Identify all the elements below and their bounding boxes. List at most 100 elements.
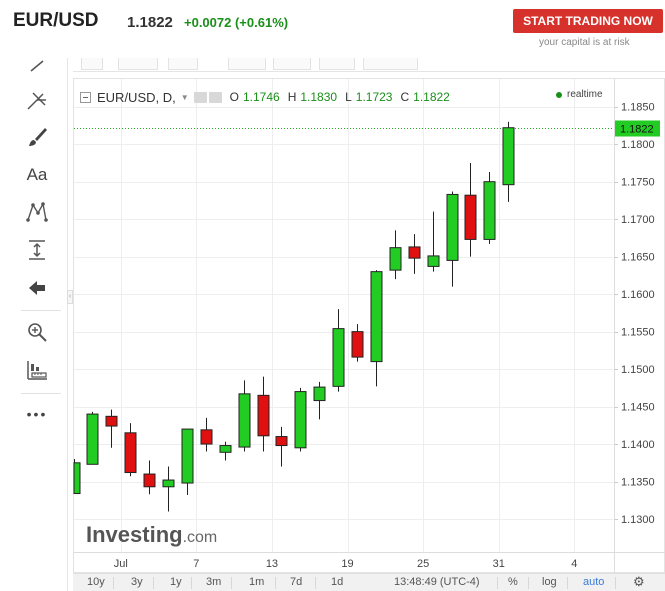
range-10y[interactable]: 10y [87, 576, 105, 588]
candle [502, 121, 515, 202]
candle [275, 426, 288, 467]
chevron-down-icon[interactable]: ▼ [180, 92, 189, 102]
collapse-toolbar-handle[interactable]: ‹ [67, 290, 73, 304]
candle [238, 380, 251, 452]
candle-body [351, 331, 364, 358]
toolbar-button[interactable] [319, 58, 355, 70]
toolbar-button[interactable] [118, 58, 158, 70]
collapse-legend-icon[interactable] [80, 91, 91, 103]
remove-drawings-tool[interactable] [13, 274, 61, 302]
y-tick-label: 1.1400 [621, 439, 655, 451]
last-price-tag-label: 1.1822 [620, 124, 654, 136]
candle-body [257, 394, 270, 437]
candle-body [143, 473, 156, 488]
toolbar-button[interactable] [168, 58, 198, 70]
settings-icon[interactable] [193, 91, 207, 103]
candle [313, 381, 326, 420]
candle [408, 234, 421, 274]
x-tick-label: 13 [266, 558, 278, 570]
pattern-icon [26, 201, 48, 222]
instrument-symbol: EUR/USD [13, 10, 99, 31]
open-label: O [229, 90, 239, 104]
clock: 13:48:49 (UTC-4) [394, 576, 480, 588]
brush-icon [29, 128, 47, 146]
log-scale-toggle[interactable]: log [542, 576, 557, 588]
gear-icon[interactable]: ⚙ [633, 574, 645, 589]
percent-scale-toggle[interactable]: % [508, 576, 518, 588]
chart-toolbar [73, 58, 665, 72]
chart-legend: EUR/USD, D, ▼ O 1.1746 H 1.1830 L 1.1723… [80, 88, 450, 106]
candle [294, 387, 307, 452]
y-tick-label: 1.1500 [621, 364, 655, 376]
line-tool-icon [30, 60, 44, 72]
x-tick-label: 31 [493, 558, 505, 570]
realtime-dot-icon [556, 91, 562, 98]
candle-body [389, 247, 402, 271]
measure-icon [29, 240, 45, 260]
investing-watermark: Investing.com [86, 522, 217, 547]
candle [483, 171, 496, 244]
legend-symbol: EUR/USD, D, [97, 89, 176, 105]
text-tool[interactable]: Aa [13, 161, 61, 189]
candle [389, 230, 402, 280]
visibility-icon[interactable] [208, 91, 222, 103]
candle-body [73, 462, 81, 495]
range-1d[interactable]: 1d [331, 576, 344, 588]
candle [200, 417, 213, 452]
realtime-label: realtime [567, 89, 603, 100]
toolbar-button[interactable] [363, 58, 418, 70]
start-trading-button[interactable]: START TRADING NOW [513, 9, 663, 33]
auto-scale-toggle[interactable]: auto [583, 576, 605, 588]
candle [464, 162, 477, 257]
candle-body [427, 255, 440, 267]
candle [427, 211, 440, 272]
toolbar-button[interactable] [81, 58, 103, 70]
candle [446, 191, 459, 287]
range-1y[interactable]: 1y [170, 576, 182, 588]
line-tool[interactable] [13, 52, 61, 80]
y-tick-label: 1.1600 [621, 289, 655, 301]
candle-body [332, 328, 345, 387]
y-tick-label: 1.1450 [621, 402, 655, 414]
candle-body [105, 415, 118, 427]
low-label: L [345, 90, 352, 104]
candle-body [181, 428, 194, 484]
candle [257, 376, 270, 452]
toolbar-button[interactable] [273, 58, 311, 70]
ruler-tool[interactable] [13, 356, 61, 384]
candle [124, 423, 137, 477]
zoom-tool[interactable] [13, 318, 61, 346]
range-1m[interactable]: 1m [249, 576, 265, 588]
range-7d[interactable]: 7d [290, 576, 303, 588]
candle [162, 466, 175, 512]
x-tick-label: 7 [193, 558, 199, 570]
candle [351, 324, 364, 362]
measure-tool[interactable] [13, 236, 61, 264]
range-3y[interactable]: 3y [131, 576, 143, 588]
risk-warning: your capital is at risk [539, 37, 630, 48]
ruler-icon [27, 361, 47, 380]
candle-body [238, 393, 251, 448]
low-value: 1.1723 [355, 90, 393, 104]
candles [73, 121, 515, 512]
y-tick-label: 1.1350 [621, 477, 655, 489]
candle-body [483, 181, 496, 240]
price-change: +0.0072 (+0.61%) [184, 15, 289, 30]
candle [86, 411, 99, 465]
last-price-tag-bg [615, 120, 660, 137]
range-3m[interactable]: 3m [206, 576, 222, 588]
candle-body [408, 246, 421, 259]
pitchfork-tool[interactable] [13, 86, 61, 114]
candle [143, 460, 156, 495]
more-tools[interactable]: ••• [13, 400, 61, 428]
y-tick-label: 1.1850 [621, 102, 655, 114]
candle-body [370, 271, 383, 363]
range-bar: 10y 3y 1y 3m 1m 7d 1d 13:48:49 (UTC-4) %… [73, 573, 665, 591]
toolbar-button[interactable] [228, 58, 266, 70]
candle [219, 441, 232, 461]
pattern-tool[interactable] [13, 198, 61, 226]
candle [105, 409, 118, 448]
brush-tool[interactable] [13, 123, 61, 151]
arrow-left-icon [29, 281, 45, 295]
